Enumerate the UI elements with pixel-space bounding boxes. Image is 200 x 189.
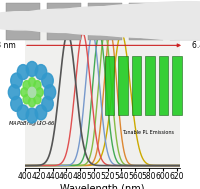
Circle shape — [66, 4, 200, 37]
FancyBboxPatch shape — [145, 56, 155, 115]
Circle shape — [0, 12, 67, 30]
Circle shape — [11, 96, 22, 111]
Circle shape — [34, 95, 41, 104]
FancyBboxPatch shape — [132, 56, 141, 115]
Circle shape — [44, 85, 56, 100]
Text: Tunable PL Emissions: Tunable PL Emissions — [122, 130, 174, 135]
Text: 6.4 nm: 6.4 nm — [192, 41, 200, 50]
Circle shape — [17, 65, 29, 80]
FancyBboxPatch shape — [118, 56, 128, 115]
Circle shape — [42, 96, 53, 111]
FancyBboxPatch shape — [170, 3, 200, 40]
FancyBboxPatch shape — [105, 56, 114, 115]
Circle shape — [28, 78, 36, 87]
Circle shape — [21, 88, 28, 97]
Circle shape — [11, 73, 22, 88]
Circle shape — [8, 85, 20, 100]
FancyBboxPatch shape — [129, 3, 163, 40]
Circle shape — [23, 81, 30, 90]
FancyBboxPatch shape — [6, 3, 40, 40]
Circle shape — [8, 9, 120, 33]
Circle shape — [17, 105, 29, 120]
Circle shape — [26, 61, 38, 76]
Text: MAPbBr$_x$@UIO-66: MAPbBr$_x$@UIO-66 — [8, 119, 56, 128]
Circle shape — [34, 81, 41, 90]
Circle shape — [37, 7, 173, 35]
Circle shape — [42, 73, 53, 88]
FancyBboxPatch shape — [159, 56, 168, 115]
Circle shape — [28, 87, 36, 97]
Circle shape — [28, 98, 36, 107]
FancyBboxPatch shape — [172, 56, 182, 115]
FancyBboxPatch shape — [88, 3, 122, 40]
Circle shape — [23, 95, 30, 104]
Circle shape — [35, 65, 47, 80]
Text: 3.3 nm: 3.3 nm — [0, 41, 16, 50]
Circle shape — [26, 108, 38, 123]
X-axis label: Wavelength (nm): Wavelength (nm) — [60, 184, 145, 189]
Circle shape — [36, 88, 43, 97]
Circle shape — [95, 2, 200, 40]
FancyBboxPatch shape — [47, 3, 81, 40]
Circle shape — [35, 105, 47, 120]
